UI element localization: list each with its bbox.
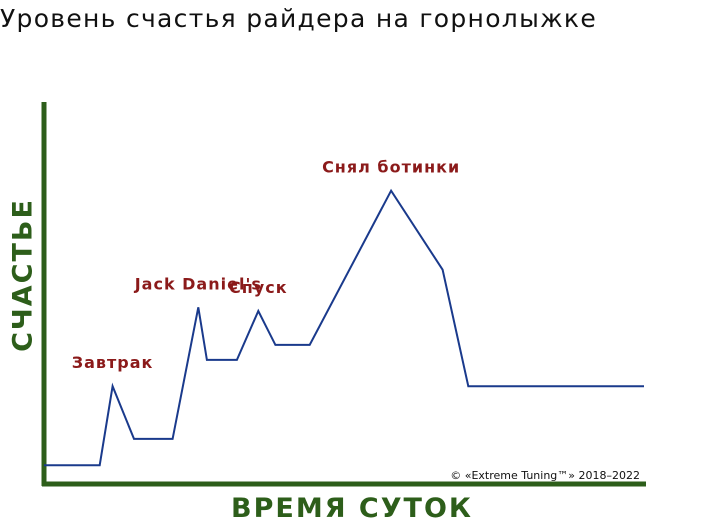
annotation-label: Спуск [229,278,288,297]
series-line [44,188,644,467]
chart-title: Уровень счастья райдера на горнолыжке [0,4,598,33]
copyright-notice: © «Extreme Tuning™» 2018–2022 [450,469,640,482]
y-axis-label: СЧАСТЬЕ [7,198,39,352]
annotation-label: Завтрак [72,353,154,372]
annotation-label: Снял ботинки [322,158,460,177]
annotation-label: Jack Daniel's [134,274,262,293]
x-axis-label: ВРЕМЯ СУТОК [231,493,473,524]
